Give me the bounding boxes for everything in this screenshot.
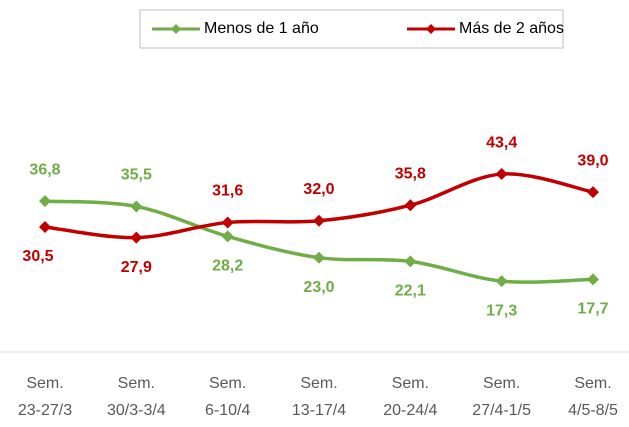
x-tick-label: Sem. 13-17/4 (291, 375, 347, 419)
legend-marker (171, 24, 181, 34)
data-point (313, 251, 325, 264)
data-point (39, 220, 51, 233)
data-point (495, 168, 508, 181)
legend-box (139, 9, 564, 49)
data-label: 22,1 (395, 283, 426, 300)
data-label: 17,7 (577, 301, 608, 318)
data-point (495, 275, 508, 288)
data-label: 28,2 (212, 258, 243, 275)
legend-label: Más de 2 años (459, 20, 564, 37)
data-point (404, 255, 417, 268)
data-label: 31,6 (212, 183, 243, 200)
x-tick-label: Sem. 23-27/3 (17, 375, 73, 419)
data-label: 32,0 (303, 181, 334, 198)
data-label: 27,9 (121, 259, 152, 276)
x-tick-label: Sem. 27/4-1/5 (472, 375, 532, 419)
data-label: 43,4 (486, 134, 517, 151)
x-tick-label: Sem. 30/3-3/4 (106, 375, 166, 419)
data-point (39, 195, 51, 208)
data-point (404, 199, 417, 212)
data-point (130, 231, 143, 244)
x-tick-label: Sem. 20-24/4 (383, 375, 438, 419)
x-tick-label: Sem. 4/5-8/5 (568, 375, 618, 419)
data-point (221, 230, 234, 243)
data-label: 36,8 (29, 161, 60, 178)
data-point (587, 273, 599, 286)
data-point (587, 186, 599, 199)
data-label: 17,3 (486, 302, 517, 319)
legend-label: Menos de 1 año (204, 20, 319, 37)
x-tick-label: Sem. 6-10/4 (204, 375, 251, 419)
data-label: 39,0 (577, 152, 608, 169)
data-point (221, 216, 234, 229)
data-label: 30,5 (22, 248, 53, 265)
data-label: 23,0 (303, 279, 334, 296)
data-point (313, 214, 325, 227)
data-point (130, 200, 143, 213)
legend-marker (426, 24, 436, 34)
data-label: 35,5 (121, 167, 152, 184)
data-label: 35,8 (395, 165, 426, 182)
